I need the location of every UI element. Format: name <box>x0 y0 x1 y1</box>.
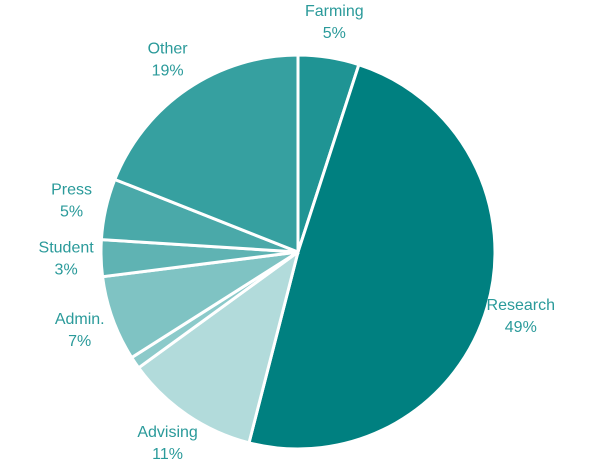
slice-label: Press <box>51 182 92 199</box>
pie-slice <box>112 53 300 255</box>
slice-label: Admin. <box>55 311 105 328</box>
slice-value-label: 5% <box>323 25 346 42</box>
slice-value-label: 19% <box>152 62 184 79</box>
slice-value-label: 3% <box>55 262 78 279</box>
slice-label: Research <box>487 297 555 314</box>
slice-value-label: 7% <box>68 333 91 350</box>
slice-value-label: 11% <box>152 446 183 463</box>
slice-label: Other <box>148 40 189 57</box>
slice-value-label: 5% <box>60 204 83 221</box>
slice-value-label: 49% <box>505 319 537 336</box>
slice-label: Student <box>39 240 95 257</box>
slice-label: Advising <box>137 424 197 441</box>
pie-slice <box>136 248 301 445</box>
slice-label: Farming <box>305 3 364 20</box>
pie-slice <box>247 62 497 451</box>
